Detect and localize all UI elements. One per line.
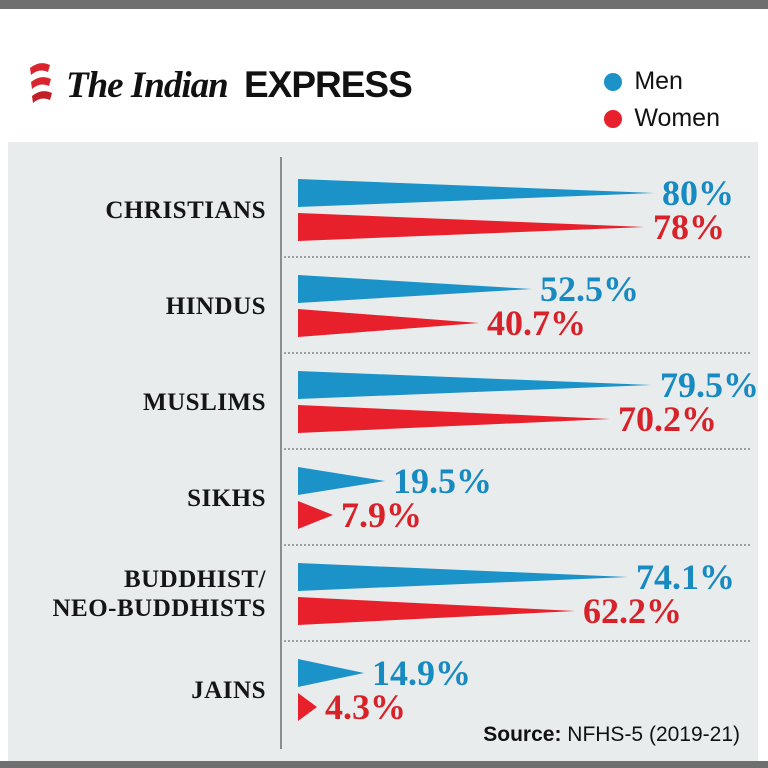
women-bar bbox=[298, 693, 317, 721]
chart-legend: Men Women bbox=[604, 67, 720, 133]
chart-row: HINDUS 52.5% 40.7% bbox=[8, 258, 758, 354]
brand-title: The Indian EXPRESS bbox=[66, 61, 413, 110]
women-bar bbox=[298, 501, 333, 529]
women-bar-line: 78% bbox=[298, 207, 734, 247]
brand-the-indian: The Indian bbox=[66, 65, 229, 106]
row-separator-dotted-line bbox=[284, 640, 750, 642]
chart-row: SIKHS 19.5% 7.9% bbox=[8, 450, 758, 546]
women-value-label: 7.9% bbox=[341, 495, 422, 535]
men-legend-dot-icon bbox=[604, 72, 623, 91]
chart-row: JAINS 14.9% 4.3% bbox=[8, 642, 758, 738]
bar-group: 79.5% 70.2% bbox=[298, 365, 759, 439]
bar-group: 19.5% 7.9% bbox=[298, 461, 492, 535]
women-legend-dot-icon bbox=[604, 109, 623, 128]
bar-group: 14.9% 4.3% bbox=[298, 653, 471, 727]
women-bar bbox=[298, 213, 645, 241]
row-separator-dotted-line bbox=[284, 544, 750, 546]
men-bar bbox=[298, 275, 532, 303]
category-label: BUDDHIST/NEO-BUDDHISTS bbox=[52, 566, 266, 622]
women-legend-label: Women bbox=[634, 104, 720, 132]
women-value-label: 4.3% bbox=[325, 687, 406, 727]
chart-row: CHRISTIANS 80% 78% bbox=[8, 162, 758, 258]
header: The Indian EXPRESS Men Women bbox=[0, 9, 768, 142]
women-bar-line: 4.3% bbox=[298, 687, 471, 727]
men-bar-line: 52.5% bbox=[298, 269, 639, 309]
men-bar-line: 14.9% bbox=[298, 653, 471, 693]
women-bar-line: 62.2% bbox=[298, 591, 735, 631]
men-value-label: 52.5% bbox=[540, 269, 639, 309]
men-bar bbox=[298, 659, 364, 687]
men-bar bbox=[298, 563, 628, 591]
brand-logo: The Indian EXPRESS bbox=[28, 61, 413, 110]
chart-row: BUDDHIST/NEO-BUDDHISTS 74.1% 62.2% bbox=[8, 546, 758, 642]
men-bar-line: 74.1% bbox=[298, 557, 735, 597]
men-bar-line: 79.5% bbox=[298, 365, 759, 405]
women-value-label: 40.7% bbox=[487, 303, 586, 343]
legend-item-women: Women bbox=[604, 104, 720, 133]
men-value-label: 79.5% bbox=[660, 365, 759, 405]
men-value-label: 19.5% bbox=[393, 461, 492, 501]
women-bar bbox=[298, 405, 610, 433]
source-note: Source: NFHS-5 (2019-21) bbox=[483, 723, 740, 747]
top-border-bar bbox=[0, 0, 768, 9]
men-bar-line: 19.5% bbox=[298, 461, 492, 501]
women-value-label: 78% bbox=[653, 207, 725, 247]
men-bar-line: 80% bbox=[298, 173, 734, 213]
men-legend-label: Men bbox=[634, 67, 683, 95]
chart-panel: CHRISTIANS 80% 78% HINDUS 52.5% 40.7% MUSLIMS 7… bbox=[8, 142, 760, 761]
flame-icon bbox=[30, 62, 52, 103]
bottom-border-bar bbox=[0, 761, 768, 768]
bar-group: 52.5% 40.7% bbox=[298, 269, 639, 343]
women-value-label: 70.2% bbox=[618, 399, 717, 439]
women-bar-line: 7.9% bbox=[298, 495, 492, 535]
brand-express: EXPRESS bbox=[243, 64, 413, 105]
row-separator-dotted-line bbox=[284, 352, 750, 354]
women-bar-line: 40.7% bbox=[298, 303, 639, 343]
men-bar bbox=[298, 371, 652, 399]
women-bar bbox=[298, 309, 479, 337]
women-bar-line: 70.2% bbox=[298, 399, 759, 439]
row-separator-dotted-line bbox=[284, 256, 750, 258]
category-label: HINDUS bbox=[165, 292, 266, 320]
bar-group: 74.1% 62.2% bbox=[298, 557, 735, 631]
men-value-label: 14.9% bbox=[372, 653, 471, 693]
y-axis-line bbox=[280, 157, 282, 749]
source-value: NFHS-5 (2019-21) bbox=[561, 723, 740, 746]
chart-rows: CHRISTIANS 80% 78% HINDUS 52.5% 40.7% MUSLIMS 7… bbox=[8, 162, 760, 738]
women-value-label: 62.2% bbox=[583, 591, 682, 631]
chart-row: MUSLIMS 79.5% 70.2% bbox=[8, 354, 759, 450]
men-bar bbox=[298, 467, 385, 495]
men-value-label: 80% bbox=[662, 173, 734, 213]
bar-group: 80% 78% bbox=[298, 173, 734, 247]
source-label: Source: bbox=[483, 723, 562, 746]
category-label: CHRISTIANS bbox=[105, 196, 266, 224]
legend-item-men: Men bbox=[604, 67, 720, 96]
men-bar bbox=[298, 179, 654, 207]
category-label: SIKHS bbox=[187, 484, 266, 512]
category-label: MUSLIMS bbox=[143, 388, 266, 416]
row-separator-dotted-line bbox=[284, 448, 750, 450]
category-label: JAINS bbox=[191, 676, 266, 704]
men-value-label: 74.1% bbox=[636, 557, 735, 597]
women-bar bbox=[298, 597, 575, 625]
